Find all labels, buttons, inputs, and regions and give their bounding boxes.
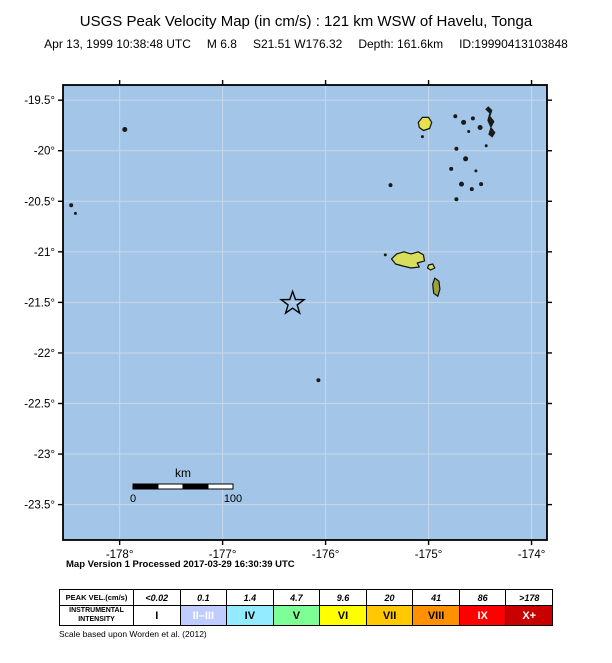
legend-intensity-value-3: V [272, 605, 320, 625]
legend-intensity-value-2: IV [226, 605, 273, 625]
islet-16 [479, 182, 484, 187]
legend-intensity-header: INSTRUMENTAL INTENSITY [60, 605, 133, 625]
lon-tick-label-2: -176° [312, 549, 340, 561]
islet-1 [69, 203, 74, 208]
island-eua [432, 277, 441, 297]
scalebar-end-label: 100 [224, 493, 242, 505]
lon-tick-label-4: -174° [518, 549, 546, 561]
islet-12 [463, 156, 469, 162]
lat-tick-label-5: -22° [34, 348, 55, 360]
event-id: ID:19990413103848 [459, 37, 568, 51]
map-frame [62, 84, 548, 541]
legend-intensity-header-line2: INTENSITY [78, 615, 115, 623]
islet-19 [484, 144, 488, 148]
legend-intensity-value-5: VII [365, 605, 413, 625]
legend-vel-value-5: 20 [365, 590, 413, 605]
legend-vel-value-7: 86 [458, 590, 506, 605]
lon-tick-label-0: -178° [106, 549, 134, 561]
ocean-background [63, 85, 547, 540]
island-island-east-of-tongatapu [426, 263, 436, 271]
page-title: USGS Peak Velocity Map (in cm/s) : 121 k… [79, 13, 533, 30]
legend-vel-value-0: <0.02 [133, 590, 180, 605]
legend-intensity-value-7: IX [458, 605, 506, 625]
lat-tick-label-6: -22.5° [24, 399, 55, 411]
islet-17 [454, 197, 459, 202]
legend-vel-value-2: 1.4 [226, 590, 273, 605]
legend-intensity-value-0: I [133, 605, 180, 625]
lat-tick-label-1: -20° [34, 146, 55, 158]
islet-0 [122, 127, 128, 132]
scalebar-start-label: 0 [130, 493, 136, 505]
lat-tick-label-2: -20.5° [24, 196, 55, 208]
legend-intensity-header-line1: INSTRUMENTAL [69, 607, 124, 615]
islet-7 [461, 119, 467, 125]
island-tongatapu [390, 251, 426, 269]
islet-14 [459, 181, 464, 187]
islet-10 [467, 130, 471, 133]
lat-tick-label-0: -19.5° [24, 95, 55, 107]
lat-tick-label-8: -23.5° [24, 500, 55, 512]
legend-vel-value-8: >178 [505, 590, 552, 605]
islet-15 [469, 187, 474, 192]
legend-vel-value-1: 0.1 [179, 590, 227, 605]
islet-4 [388, 183, 393, 188]
intensity-legend-table: PEAK VEL.(cm/s) <0.02 0.1 1.4 4.7 9.6 20 41 86 >1… [59, 589, 553, 626]
scalebar-segment-2 [182, 483, 209, 490]
event-summary-line: Apr 13, 1999 10:38:48 UTC M 6.8 S21.51 W… [0, 37, 612, 51]
event-depth: Depth: 161.6km [358, 37, 444, 51]
legend-footnote: Scale based upon Worden et al. (2012) [59, 629, 207, 639]
legend-peak-vel-header: PEAK VEL.(cm/s) [60, 590, 133, 605]
islet-2 [73, 211, 77, 215]
islet-9 [477, 125, 483, 130]
legend-vel-value-4: 9.6 [319, 590, 366, 605]
lon-tick-label-3: -175° [415, 549, 443, 561]
islet-20 [420, 135, 424, 139]
islet-3 [316, 378, 321, 383]
legend-vel-value-3: 4.7 [272, 590, 320, 605]
legend-intensity-value-8: X+ [505, 605, 552, 625]
event-datetime: Apr 13, 1999 10:38:48 UTC [44, 37, 191, 51]
legend-intensity-value-6: VIII [412, 605, 459, 625]
scalebar-unit-label: km [175, 466, 191, 480]
island-tofua [417, 116, 433, 132]
legend-intensity-value-4: VI [319, 605, 366, 625]
event-coordinates: S21.51 W176.32 [252, 37, 343, 51]
islet-5 [383, 253, 387, 257]
epicenter-star [279, 289, 307, 315]
legend-vel-value-6: 41 [412, 590, 459, 605]
islet-18 [474, 169, 478, 173]
scalebar-segment-0 [132, 483, 159, 490]
islet-11 [454, 146, 459, 151]
lat-tick-label-7: -23° [34, 449, 55, 461]
lat-tick-label-4: -21.5° [24, 297, 55, 309]
scalebar-segment-3 [207, 483, 234, 490]
map-version-caption: Map Version 1 Processed 2017-03-29 16:30… [66, 559, 295, 570]
island-vavau-chain [485, 106, 496, 138]
scalebar-segment-1 [157, 483, 184, 490]
event-magnitude: M 6.8 [206, 37, 237, 51]
islet-6 [453, 114, 458, 119]
islet-13 [449, 166, 454, 171]
lat-tick-label-3: -21° [34, 247, 55, 259]
islet-8 [470, 116, 475, 121]
legend-intensity-value-1: II–III [179, 605, 227, 625]
lon-tick-label-1: -177° [209, 549, 237, 561]
